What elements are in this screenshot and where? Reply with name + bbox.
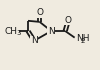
Text: 3: 3 [16,30,21,36]
Text: O: O [36,8,43,17]
Text: N: N [31,36,38,45]
Text: O: O [65,16,72,25]
Text: CH: CH [4,27,17,36]
Text: N: N [48,27,55,36]
Text: 2: 2 [80,38,85,44]
Text: NH: NH [76,34,90,43]
